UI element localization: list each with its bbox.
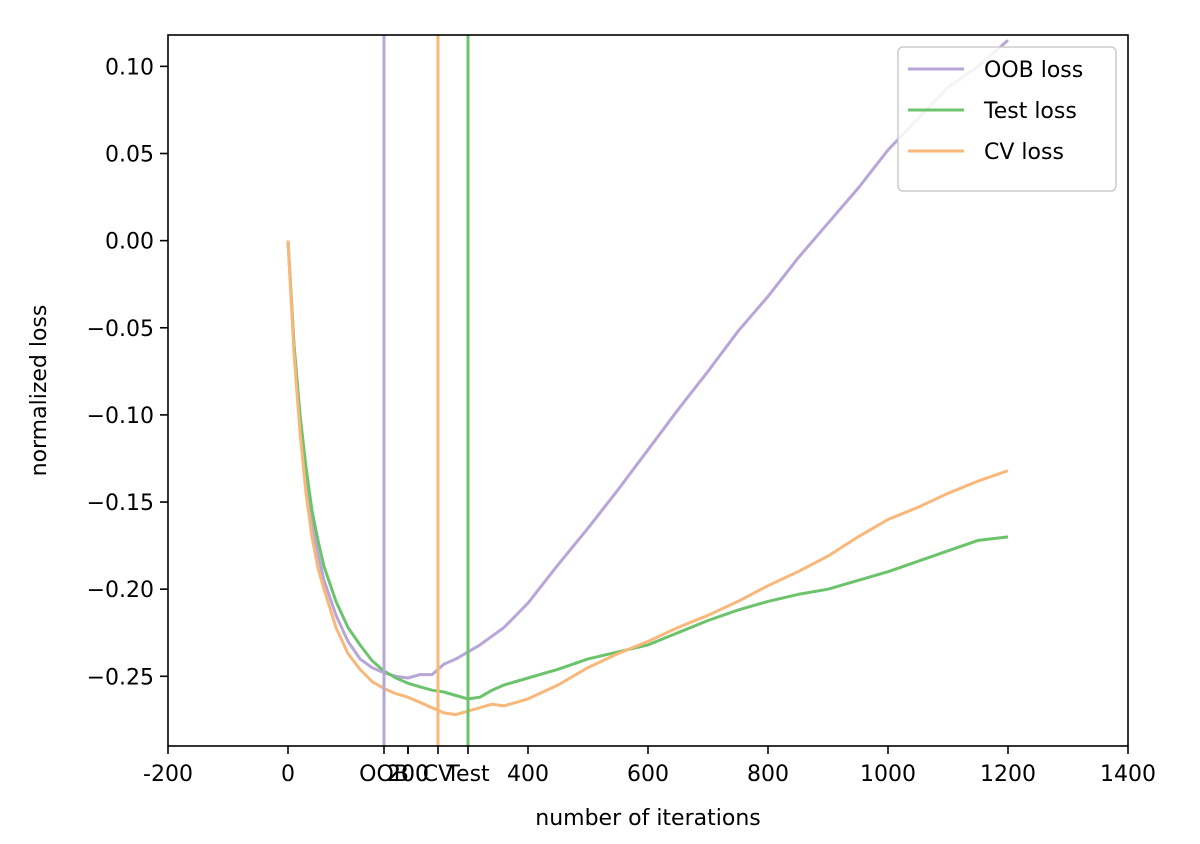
x-extra-tick-label: CV — [423, 762, 453, 787]
x-tick-label: 200 — [387, 762, 429, 787]
y-tick-label: −0.20 — [87, 578, 154, 603]
x-tick-label: 600 — [627, 762, 669, 787]
y-tick-label: −0.15 — [87, 491, 154, 516]
series-line-1 — [286, 240, 1009, 701]
y-tick-label: 0.10 — [105, 55, 154, 80]
series-layer — [286, 39, 1009, 717]
y-tick-label: −0.25 — [87, 665, 154, 690]
vline-layer — [382, 35, 470, 746]
series-line-2 — [286, 240, 1009, 717]
legend: OOB loss Test loss CV loss — [897, 46, 1117, 192]
series-line-0 — [286, 39, 1009, 680]
x-extra-tick-label: 200 — [387, 762, 429, 787]
x-tick-label: -200 — [143, 762, 193, 787]
x-extra-tick-label: Test — [445, 762, 490, 787]
legend-label: OOB loss — [984, 58, 1083, 83]
y-axis-ticks: 0.10 0.05 0.00 −0.05 −0.10 −0.15 −0.20 −0.25 — [87, 55, 168, 690]
x-axis-label: number of iterations — [535, 806, 760, 831]
x-extra-tick-label: OOB — [359, 762, 409, 787]
x-tick-label: 0 — [281, 762, 295, 787]
y-tick-label: 0.00 — [105, 230, 154, 255]
legend-box — [897, 46, 1117, 192]
y-tick-label: −0.10 — [87, 404, 154, 429]
y-axis-label: normalized loss — [27, 305, 52, 477]
x-tick-label: 400 — [507, 762, 549, 787]
x-tick-label: 1200 — [980, 762, 1036, 787]
y-tick-label: −0.05 — [87, 317, 154, 342]
legend-label: CV loss — [984, 140, 1064, 165]
y-tick-label: 0.05 — [105, 143, 154, 168]
x-tick-label: 1400 — [1100, 762, 1156, 787]
x-tick-label: 800 — [747, 762, 789, 787]
x-axis-ticks: -200 0 200 400 600 800 1000 1200 1400OOB200CVTes… — [143, 746, 1156, 787]
x-tick-label: 1000 — [860, 762, 916, 787]
legend-label: Test loss — [983, 99, 1077, 124]
